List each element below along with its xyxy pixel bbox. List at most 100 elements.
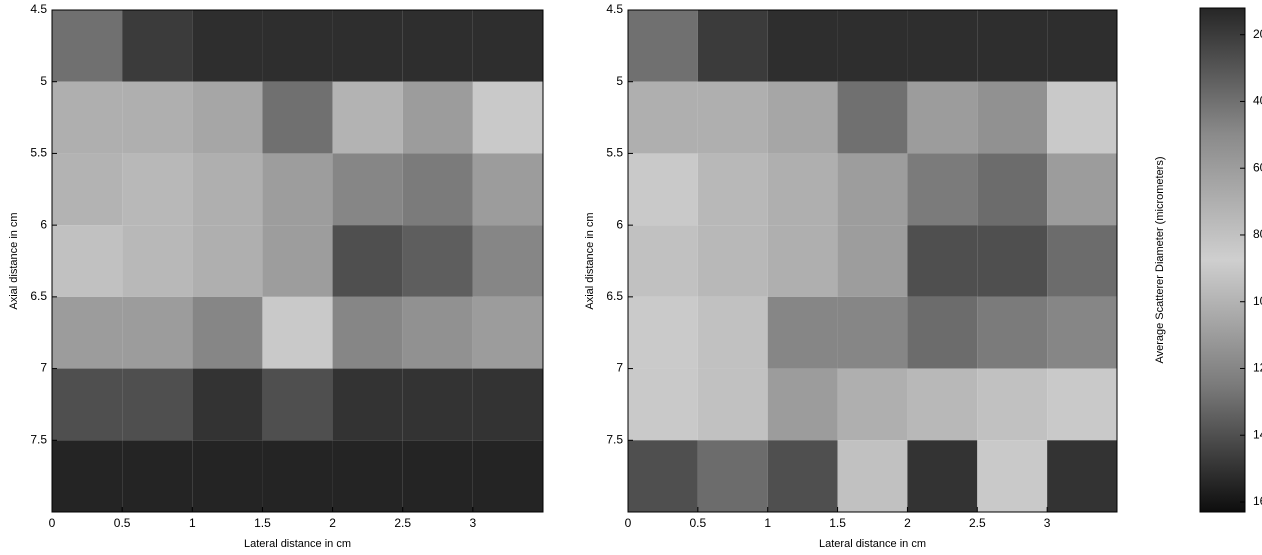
heatmap-cell [907,153,977,225]
colorbar-tick-label: 120 [1253,361,1262,375]
heatmap-cell [907,225,977,297]
heatmap-cell [977,225,1047,297]
x-tick-label: 2 [329,516,336,530]
heatmap-cell [192,297,262,369]
heatmap-cell [262,10,332,82]
heatmap-cell [977,440,1047,512]
heatmap-cell [403,10,473,82]
heatmap-cell [122,82,192,154]
heatmap-cell [262,225,332,297]
heatmap-cell [333,10,403,82]
heatmap-cell [698,369,768,441]
heatmap-cell [628,440,698,512]
colorbar-tick-label: 40 [1253,94,1262,108]
heatmap-cell [52,297,122,369]
heatmap-cell [262,369,332,441]
heatmap-cell [977,10,1047,82]
x-tick-label: 1.5 [254,516,271,530]
heatmap-cell [628,82,698,154]
heatmap-cell [1047,225,1117,297]
y-tick-label: 5 [40,74,47,88]
heatmap-cell [838,369,908,441]
colorbar-tick-label: 20 [1253,27,1262,41]
heatmap-cell [628,225,698,297]
heatmap-cell [768,225,838,297]
heatmap-cell [262,82,332,154]
heatmap-cell [122,153,192,225]
heatmap-cell [333,440,403,512]
heatmap-cell [768,369,838,441]
heatmap-cell [403,153,473,225]
colorbar-label: Average Scatterer Diameter (micrometers) [1154,156,1166,363]
heatmap-cell [768,82,838,154]
heatmap-cell [907,297,977,369]
heatmap-cell [122,225,192,297]
heatmap-cell [838,440,908,512]
x-tick-label: 2.5 [394,516,411,530]
heatmap-cell [473,10,543,82]
heatmap-cell [52,153,122,225]
x-tick-label: 3 [1044,516,1051,530]
x-tick-label: 2.5 [969,516,986,530]
heatmap-cell [628,10,698,82]
heatmap-cell [333,82,403,154]
heatmap-cell [628,369,698,441]
y-tick-label: 6.5 [30,289,47,303]
heatmap-cell [192,225,262,297]
heatmap-cell [977,369,1047,441]
y-tick-label: 5.5 [606,146,623,160]
x-tick-label: 0 [49,516,56,530]
heatmap-cell [333,225,403,297]
y-tick-label: 5.5 [30,146,47,160]
heatmap-cell [473,82,543,154]
y-tick-label: 6 [40,217,47,231]
heatmap-cell [1047,440,1117,512]
heatmap-cell [768,440,838,512]
colorbar-tick-label: 160 [1253,494,1262,508]
y-axis-label: Axial distance in cm [584,212,596,309]
y-tick-label: 7 [616,361,623,375]
heatmap-cell [262,440,332,512]
heatmap-cell [403,440,473,512]
heatmap-cell [122,297,192,369]
colorbar-tick-label: 60 [1253,160,1262,174]
heatmap-cell [473,153,543,225]
figure: Average Scatterer Diameter (micrometers)… [0,0,1262,555]
heatmap-cell [698,82,768,154]
heatmap-cell [333,369,403,441]
heatmap-cell [1047,369,1117,441]
heatmap-cell [333,297,403,369]
heatmap-cell [977,297,1047,369]
heatmap-cell [473,440,543,512]
x-tick-label: 3 [470,516,477,530]
heatmap-cell [838,10,908,82]
heatmap-cell [698,10,768,82]
y-tick-label: 7 [40,361,47,375]
heatmap-cell [52,225,122,297]
heatmap-cell [333,153,403,225]
y-tick-label: 7.5 [606,432,623,446]
heatmap-cell [698,297,768,369]
x-axis-label: Lateral distance in cm [819,538,926,550]
heatmap-cell [473,369,543,441]
heatmap-cell [907,10,977,82]
heatmap-cell [192,153,262,225]
heatmap-cell [122,440,192,512]
heatmap-cell [52,440,122,512]
heatmap-cell [403,369,473,441]
x-tick-label: 0.5 [114,516,131,530]
heatmap-cell [768,10,838,82]
heatmap-cell [52,82,122,154]
heatmap-cell [838,225,908,297]
heatmap-cell [473,225,543,297]
heatmap-cell [52,10,122,82]
x-axis-label: Lateral distance in cm [244,538,351,550]
heatmap-cell [52,369,122,441]
y-tick-label: 4.5 [606,2,623,16]
colorbar-tick-label: 140 [1253,427,1262,441]
heatmap-cell [192,369,262,441]
x-tick-label: 1 [189,516,196,530]
heatmap-cell [1047,297,1117,369]
heatmap-cell [403,82,473,154]
x-tick-label: 0.5 [690,516,707,530]
